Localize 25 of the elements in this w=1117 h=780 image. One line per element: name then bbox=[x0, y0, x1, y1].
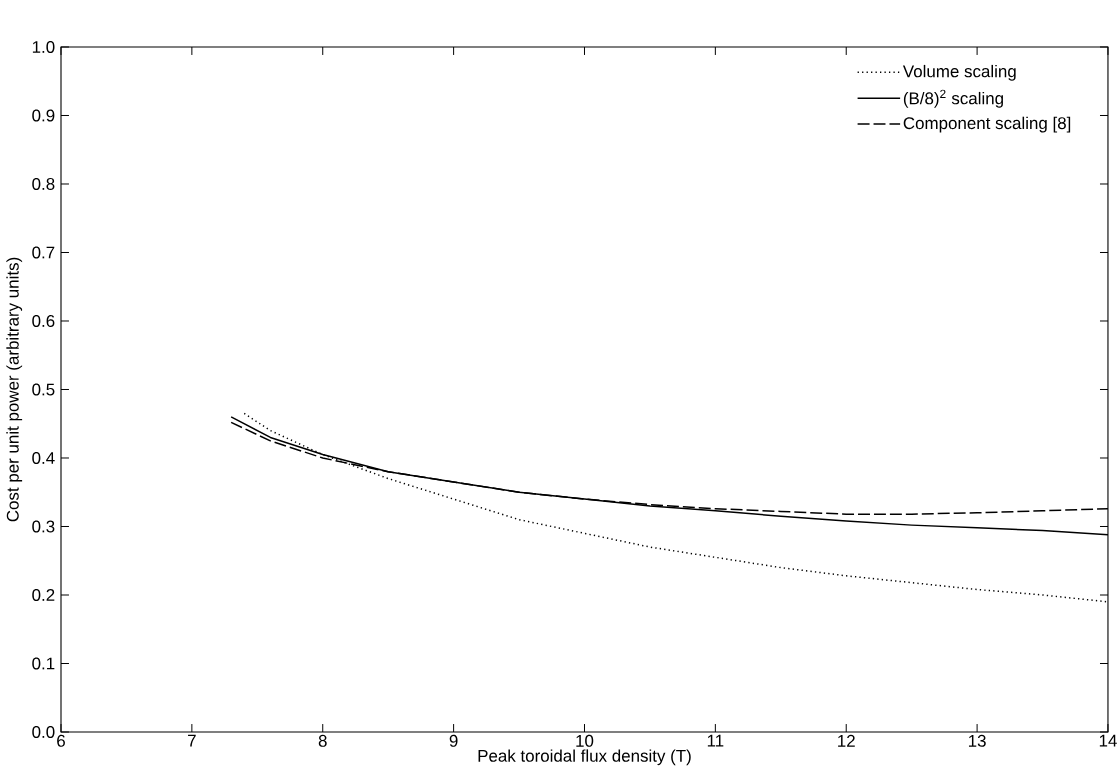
y-tick-label: 0.2 bbox=[32, 589, 55, 601]
legend-label: (B/8)$^{2}$ scaling bbox=[903, 89, 1003, 108]
y-tick-label: 1.0 bbox=[32, 40, 55, 53]
x-tick-label: 12 bbox=[838, 734, 855, 747]
y-tick-label: 0.6 bbox=[32, 315, 55, 327]
y-tick-label: 0.7 bbox=[32, 246, 55, 259]
y-tick-label: 0.5 bbox=[32, 383, 55, 396]
x-tick-label: 10 bbox=[576, 734, 594, 747]
legend-label: Volume scaling bbox=[902, 64, 1016, 81]
x-tick-label: 6 bbox=[57, 734, 65, 747]
x-axis-title: Peak toroidal flux density (T) bbox=[478, 749, 691, 766]
legend-label: Component scaling [8] bbox=[903, 116, 1071, 133]
y-tick-label: 0.9 bbox=[32, 109, 55, 122]
x-tick-label: 13 bbox=[968, 734, 986, 747]
y-tick-label: 0.8 bbox=[32, 177, 55, 190]
x-tick-label: 11 bbox=[707, 734, 724, 747]
x-tick-label: 9 bbox=[449, 734, 458, 747]
x-tick-label: 14 bbox=[1099, 734, 1117, 747]
x-tick-label: 8 bbox=[318, 734, 327, 747]
x-tick-label: 7 bbox=[188, 734, 196, 747]
y-axis-title: Cost per unit power (arbitrary units) bbox=[6, 257, 23, 522]
y-tick-label: 0.0 bbox=[32, 726, 55, 738]
y-tick-label: 0.4 bbox=[32, 452, 55, 464]
y-tick-label: 0.1 bbox=[32, 657, 55, 670]
y-tick-label: 0.3 bbox=[32, 520, 55, 533]
